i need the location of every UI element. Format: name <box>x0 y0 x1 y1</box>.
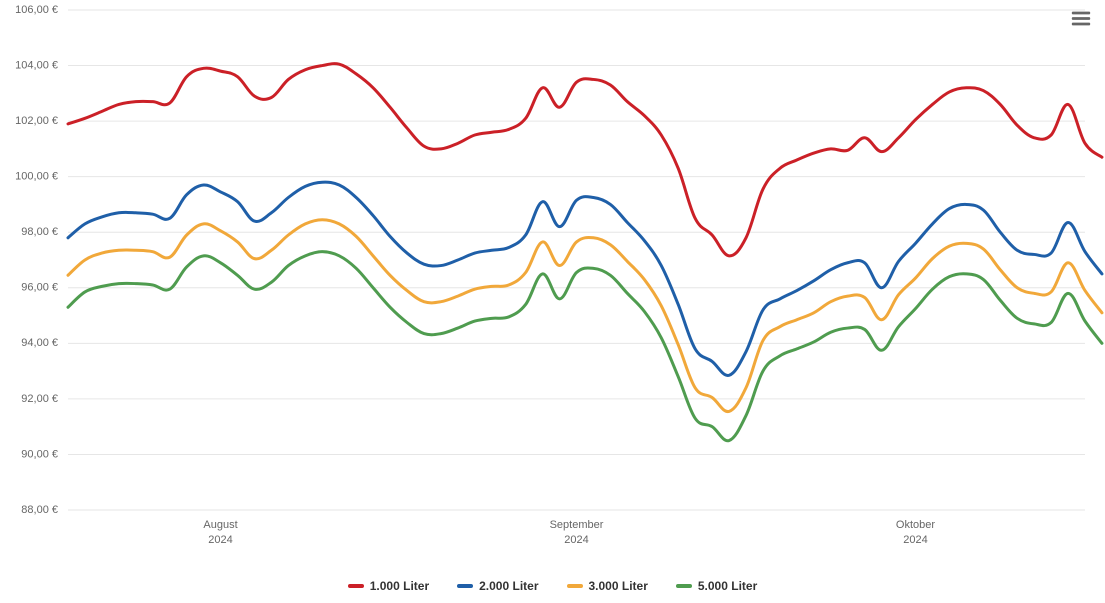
x-axis-tick-label: September <box>550 519 604 531</box>
chart-legend: 1.000 Liter 2.000 Liter 3.000 Liter 5.000 L… <box>0 579 1105 593</box>
series-s5000[interactable] <box>68 252 1102 441</box>
series-s1000[interactable] <box>68 64 1102 256</box>
y-axis-tick-label: 98,00 € <box>21 226 58 238</box>
legend-item-s1000[interactable]: 1.000 Liter <box>348 579 429 593</box>
y-axis-tick-label: 94,00 € <box>21 337 58 349</box>
chart-canvas: 88,00 € 90,00 € 92,00 € 94,00 € 96,00 € 98,00… <box>0 0 1105 603</box>
chart-menu-button[interactable] <box>1069 8 1093 30</box>
legend-label: 3.000 Liter <box>589 579 648 593</box>
legend-label: 2.000 Liter <box>479 579 538 593</box>
legend-item-s3000[interactable]: 3.000 Liter <box>567 579 648 593</box>
y-axis-tick-label: 92,00 € <box>21 393 58 405</box>
y-axis-tick-label: 104,00 € <box>15 59 58 71</box>
y-axis-tick-label: 102,00 € <box>15 115 58 127</box>
legend-item-s2000[interactable]: 2.000 Liter <box>457 579 538 593</box>
legend-label: 1.000 Liter <box>370 579 429 593</box>
series-s3000[interactable] <box>68 220 1102 412</box>
x-axis-tick-sublabel: 2024 <box>564 534 588 546</box>
price-chart: 88,00 € 90,00 € 92,00 € 94,00 € 96,00 € 98,00… <box>0 0 1105 603</box>
legend-swatch-icon <box>348 584 364 588</box>
legend-swatch-icon <box>676 584 692 588</box>
y-axis-tick-label: 96,00 € <box>21 282 58 294</box>
x-axis-tick-label: Oktober <box>896 519 935 531</box>
y-axis-tick-label: 90,00 € <box>21 448 58 460</box>
legend-swatch-icon <box>457 584 473 588</box>
y-axis-tick-label: 88,00 € <box>21 504 58 516</box>
y-axis-tick-label: 106,00 € <box>15 4 58 16</box>
y-axis-tick-label: 100,00 € <box>15 171 58 183</box>
hamburger-icon <box>1069 8 1093 30</box>
legend-swatch-icon <box>567 584 583 588</box>
legend-item-s5000[interactable]: 5.000 Liter <box>676 579 757 593</box>
legend-label: 5.000 Liter <box>698 579 757 593</box>
x-axis-tick-sublabel: 2024 <box>208 534 232 546</box>
x-axis-tick-sublabel: 2024 <box>903 534 927 546</box>
x-axis-tick-label: August <box>203 519 237 531</box>
